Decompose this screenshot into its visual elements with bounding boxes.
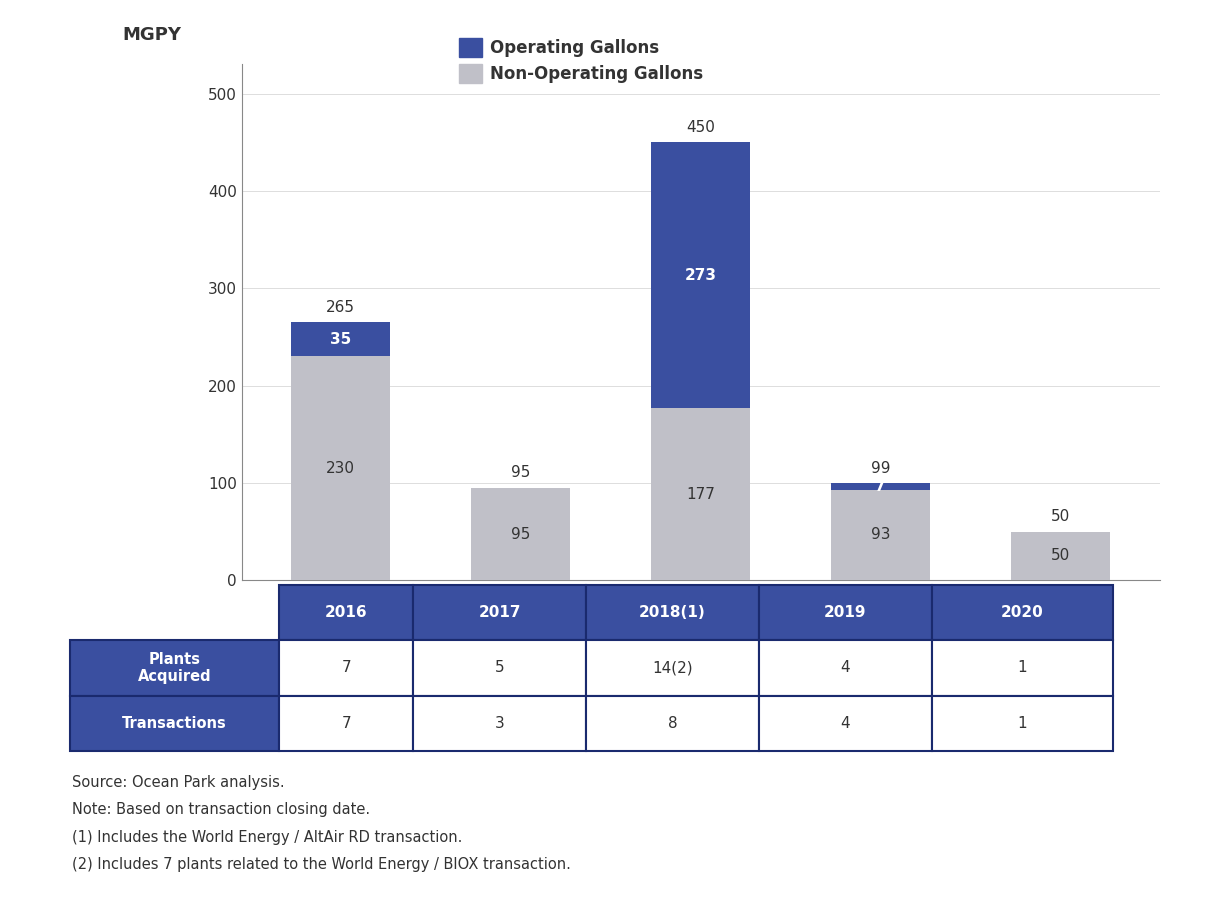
Text: 2019: 2019 — [824, 605, 866, 620]
Text: 1: 1 — [1018, 716, 1027, 730]
Text: 230: 230 — [326, 460, 355, 476]
Text: 2018(1): 2018(1) — [639, 605, 705, 620]
Text: Plants
Acquired: Plants Acquired — [138, 651, 211, 684]
Bar — [70, 639, 279, 696]
Text: 93: 93 — [871, 528, 890, 542]
Bar — [413, 696, 586, 751]
Bar — [651, 143, 750, 408]
Bar — [586, 696, 759, 751]
Bar — [291, 356, 390, 580]
Text: 95: 95 — [511, 527, 530, 542]
Bar — [279, 696, 413, 751]
Bar — [931, 585, 1114, 639]
Bar — [279, 639, 413, 696]
Bar — [759, 696, 931, 751]
Bar — [931, 696, 1114, 751]
Bar — [1011, 531, 1110, 580]
Text: Note: Based on transaction closing date.: Note: Based on transaction closing date. — [72, 802, 371, 817]
Text: 2016: 2016 — [325, 605, 367, 620]
Bar — [413, 639, 586, 696]
Text: 50: 50 — [1051, 548, 1070, 564]
Bar — [471, 488, 570, 580]
Text: 7: 7 — [876, 479, 885, 494]
Bar — [651, 408, 750, 580]
Text: 273: 273 — [685, 268, 716, 283]
Text: 3: 3 — [495, 716, 505, 730]
Bar — [759, 585, 931, 639]
Text: Source: Ocean Park analysis.: Source: Ocean Park analysis. — [72, 775, 285, 789]
Text: 8: 8 — [668, 716, 678, 730]
Text: (2) Includes 7 plants related to the World Energy / BIOX transaction.: (2) Includes 7 plants related to the Wor… — [72, 857, 571, 872]
Bar — [70, 696, 279, 751]
Text: 450: 450 — [686, 120, 715, 134]
Text: 5: 5 — [495, 660, 505, 675]
Bar — [291, 322, 390, 356]
Text: 4: 4 — [841, 716, 850, 730]
Legend: Operating Gallons, Non-Operating Gallons: Operating Gallons, Non-Operating Gallons — [452, 31, 710, 90]
Text: 35: 35 — [330, 332, 352, 347]
Bar — [831, 490, 930, 580]
Text: 1: 1 — [1018, 660, 1027, 675]
Text: 7: 7 — [342, 660, 352, 675]
Text: 4: 4 — [841, 660, 850, 675]
Bar — [586, 585, 759, 639]
Bar — [831, 483, 930, 490]
Text: 95: 95 — [511, 465, 530, 480]
Text: 7: 7 — [342, 716, 352, 730]
Text: 2017: 2017 — [478, 605, 521, 620]
Text: Transactions: Transactions — [122, 716, 227, 730]
Text: 14(2): 14(2) — [652, 660, 693, 675]
Bar — [279, 585, 413, 639]
Text: 2020: 2020 — [1001, 605, 1044, 620]
Text: (1) Includes the World Energy / AltAir RD transaction.: (1) Includes the World Energy / AltAir R… — [72, 830, 463, 845]
Text: 99: 99 — [871, 461, 890, 476]
Text: MGPY: MGPY — [122, 26, 181, 44]
Text: 50: 50 — [1051, 508, 1070, 524]
Bar — [759, 639, 931, 696]
Bar — [931, 639, 1114, 696]
Bar — [586, 639, 759, 696]
Bar — [413, 585, 586, 639]
Text: 177: 177 — [686, 486, 715, 502]
Text: 265: 265 — [326, 299, 355, 315]
